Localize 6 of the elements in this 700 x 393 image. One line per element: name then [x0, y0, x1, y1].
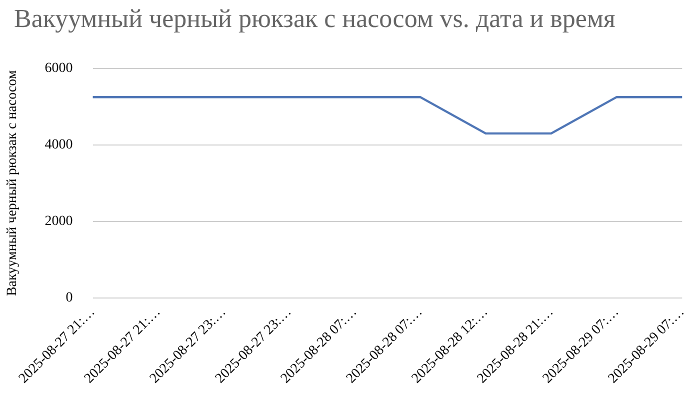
y-axis-title: Вакуумный черный рюкзак с насосом — [5, 70, 20, 296]
y-tick-label: 2000 — [44, 214, 73, 230]
chart-title: Вакуумный черный рюкзак с насосом vs. дата и время — [14, 4, 616, 34]
y-tick-label: 4000 — [44, 138, 73, 153]
y-tick-label: 0 — [66, 290, 73, 306]
y-tick-label: 6000 — [44, 61, 73, 76]
